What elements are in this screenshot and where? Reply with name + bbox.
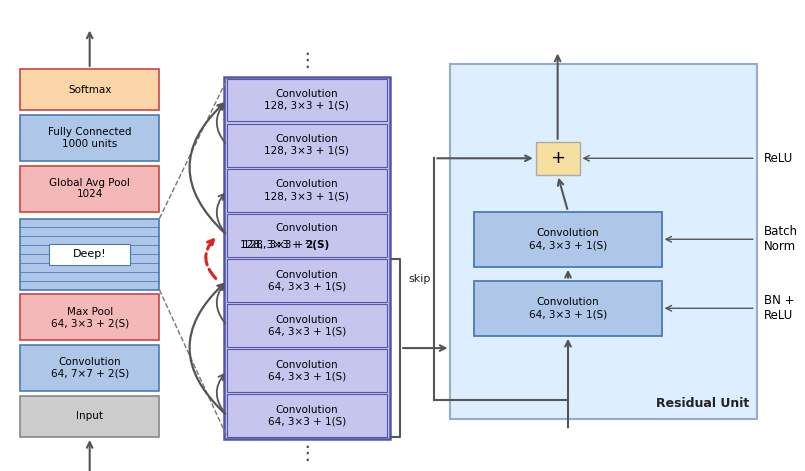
Text: Convolution: Convolution bbox=[275, 223, 338, 233]
FancyBboxPatch shape bbox=[20, 396, 159, 437]
FancyBboxPatch shape bbox=[20, 166, 159, 211]
FancyBboxPatch shape bbox=[227, 259, 386, 302]
Text: Convolution
64, 3×3 + 1(S): Convolution 64, 3×3 + 1(S) bbox=[529, 228, 607, 250]
FancyBboxPatch shape bbox=[451, 65, 758, 419]
Text: Convolution
128, 3×3 + 1(S): Convolution 128, 3×3 + 1(S) bbox=[265, 179, 349, 201]
Text: ⋮: ⋮ bbox=[297, 444, 316, 463]
Text: Input: Input bbox=[76, 411, 103, 422]
Text: Convolution
64, 7×7 + 2(S): Convolution 64, 7×7 + 2(S) bbox=[51, 357, 129, 379]
FancyBboxPatch shape bbox=[474, 281, 662, 336]
FancyBboxPatch shape bbox=[20, 345, 159, 391]
FancyBboxPatch shape bbox=[20, 219, 159, 290]
Text: Batch
Norm: Batch Norm bbox=[764, 225, 798, 253]
Text: Convolution
64, 3×3 + 1(S): Convolution 64, 3×3 + 1(S) bbox=[529, 298, 607, 319]
Text: ²: ² bbox=[305, 240, 309, 250]
FancyBboxPatch shape bbox=[227, 124, 386, 167]
FancyBboxPatch shape bbox=[227, 79, 386, 122]
Text: 128, 3×3 +: 128, 3×3 + bbox=[243, 240, 307, 250]
Text: +: + bbox=[550, 149, 565, 167]
Text: Convolution
128, 3×3 + 1(S): Convolution 128, 3×3 + 1(S) bbox=[265, 89, 349, 111]
FancyBboxPatch shape bbox=[20, 294, 159, 341]
Text: Convolution
64, 3×3 + 1(S): Convolution 64, 3×3 + 1(S) bbox=[268, 360, 346, 382]
FancyBboxPatch shape bbox=[535, 142, 580, 175]
Text: 2(S): 2(S) bbox=[305, 240, 329, 250]
Text: Fully Connected
1000 units: Fully Connected 1000 units bbox=[48, 127, 131, 149]
Text: ReLU: ReLU bbox=[764, 152, 793, 165]
FancyBboxPatch shape bbox=[227, 214, 386, 257]
Text: Convolution
64, 3×3 + 1(S): Convolution 64, 3×3 + 1(S) bbox=[268, 405, 346, 427]
FancyBboxPatch shape bbox=[20, 115, 159, 161]
FancyBboxPatch shape bbox=[227, 169, 386, 211]
Text: Deep!: Deep! bbox=[73, 249, 106, 259]
FancyBboxPatch shape bbox=[20, 69, 159, 110]
FancyBboxPatch shape bbox=[224, 77, 390, 439]
FancyBboxPatch shape bbox=[227, 304, 386, 347]
FancyBboxPatch shape bbox=[227, 349, 386, 392]
FancyBboxPatch shape bbox=[227, 394, 386, 437]
Text: BN +
ReLU: BN + ReLU bbox=[764, 294, 795, 322]
Text: Convolution
64, 3×3 + 1(S): Convolution 64, 3×3 + 1(S) bbox=[268, 315, 346, 336]
FancyBboxPatch shape bbox=[49, 244, 130, 265]
Text: Max Pool
64, 3×3 + 2(S): Max Pool 64, 3×3 + 2(S) bbox=[51, 307, 129, 328]
FancyBboxPatch shape bbox=[474, 211, 662, 267]
Text: Global Avg Pool
1024: Global Avg Pool 1024 bbox=[49, 178, 130, 199]
Text: 128, 3×3 +: 128, 3×3 + bbox=[240, 240, 303, 250]
Text: Residual Unit: Residual Unit bbox=[656, 397, 749, 409]
Text: ⋮: ⋮ bbox=[297, 51, 316, 70]
Text: Convolution
128, 3×3 + 1(S): Convolution 128, 3×3 + 1(S) bbox=[265, 134, 349, 156]
Text: Convolution
64, 3×3 + 1(S): Convolution 64, 3×3 + 1(S) bbox=[268, 269, 346, 291]
Text: Softmax: Softmax bbox=[68, 85, 111, 95]
Text: skip: skip bbox=[408, 274, 431, 284]
Text: 128, 3×3 + '2'(S): 128, 3×3 + '2'(S) bbox=[262, 239, 353, 249]
